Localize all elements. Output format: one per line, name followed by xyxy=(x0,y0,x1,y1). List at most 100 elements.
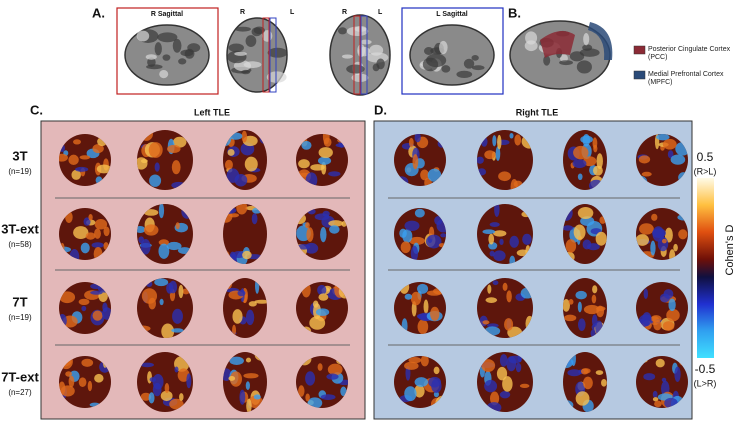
blob xyxy=(75,166,89,172)
blob xyxy=(509,132,514,139)
anatomy-detail xyxy=(162,54,171,61)
blob xyxy=(601,379,607,387)
blob xyxy=(423,299,429,314)
blob xyxy=(159,298,164,306)
blob xyxy=(404,386,417,402)
stat-map xyxy=(296,134,348,186)
blob xyxy=(400,241,411,254)
anatomy-detail xyxy=(346,64,365,74)
blob xyxy=(583,156,597,167)
blob xyxy=(73,139,81,145)
anatomy-detail xyxy=(157,32,178,43)
blob xyxy=(171,328,184,333)
blob xyxy=(497,134,502,150)
blob xyxy=(320,394,336,400)
blobs xyxy=(482,204,533,264)
anatomy xyxy=(409,24,495,86)
blob xyxy=(595,370,604,376)
blob xyxy=(317,156,332,165)
blobs xyxy=(636,213,688,260)
blob xyxy=(328,171,341,177)
stat-map xyxy=(223,352,267,412)
blob xyxy=(431,378,442,393)
stat-map xyxy=(394,282,446,334)
blob xyxy=(148,392,155,404)
blob xyxy=(94,219,108,230)
blob xyxy=(306,227,314,242)
blob xyxy=(661,377,667,382)
blob xyxy=(140,392,152,401)
blob xyxy=(583,304,600,315)
blob xyxy=(577,301,582,313)
blob xyxy=(577,318,586,332)
panel-label: D. xyxy=(374,102,387,117)
anatomy-detail xyxy=(543,55,551,66)
blob xyxy=(65,371,72,377)
blob xyxy=(492,280,499,286)
blob xyxy=(489,222,500,227)
stat-map xyxy=(477,204,533,264)
blob xyxy=(572,159,587,169)
blob xyxy=(88,213,93,221)
blob xyxy=(152,382,162,397)
pcc-region xyxy=(540,31,575,58)
blob xyxy=(80,242,90,254)
blob xyxy=(436,218,446,233)
blob xyxy=(245,357,252,363)
blob xyxy=(504,318,514,331)
blob xyxy=(663,289,674,299)
stat-map xyxy=(137,352,193,412)
blob xyxy=(433,391,439,398)
blob xyxy=(489,250,495,257)
anatomy-detail xyxy=(524,40,538,52)
blob xyxy=(408,357,422,364)
row-n: (n=58) xyxy=(8,240,32,249)
blobs xyxy=(636,288,680,331)
blob xyxy=(595,231,607,246)
colorbar xyxy=(697,178,714,358)
row-label: 3T-ext xyxy=(1,221,39,236)
anatomy-detail xyxy=(267,47,288,58)
blob xyxy=(662,321,675,331)
blob xyxy=(489,391,500,406)
blob xyxy=(650,240,656,256)
stat-map xyxy=(636,282,688,334)
blob xyxy=(495,146,501,161)
blob xyxy=(298,385,305,397)
anatomy-detail xyxy=(471,55,479,61)
blob xyxy=(241,130,248,143)
blob xyxy=(493,230,507,237)
blob xyxy=(433,366,440,375)
anatomy-detail xyxy=(234,26,251,32)
blob xyxy=(487,284,492,294)
stat-map xyxy=(636,208,688,260)
blobs xyxy=(297,134,348,186)
blob xyxy=(678,229,688,240)
panel-label: A. xyxy=(92,5,105,20)
r-sagittal-frame xyxy=(116,7,219,95)
blob xyxy=(567,369,582,377)
panel-title: Left TLE xyxy=(194,107,230,117)
blobs xyxy=(563,205,607,263)
blob xyxy=(587,243,600,251)
blob xyxy=(596,306,606,312)
blob xyxy=(186,373,192,389)
blob xyxy=(440,233,446,238)
anatomy-detail xyxy=(576,60,592,74)
blob xyxy=(171,160,181,175)
anatomy-detail xyxy=(423,47,434,55)
stat-map xyxy=(636,356,688,408)
stat-map xyxy=(477,130,533,190)
anatomy-detail xyxy=(154,42,162,56)
blob xyxy=(164,383,170,394)
blob xyxy=(143,224,159,236)
anatomy-detail xyxy=(241,69,251,75)
slice-marker xyxy=(353,15,361,95)
blob xyxy=(245,309,255,326)
blob xyxy=(404,220,420,231)
stat-map xyxy=(137,204,193,264)
blob xyxy=(141,288,158,304)
blob xyxy=(148,142,163,158)
blob xyxy=(643,288,649,299)
